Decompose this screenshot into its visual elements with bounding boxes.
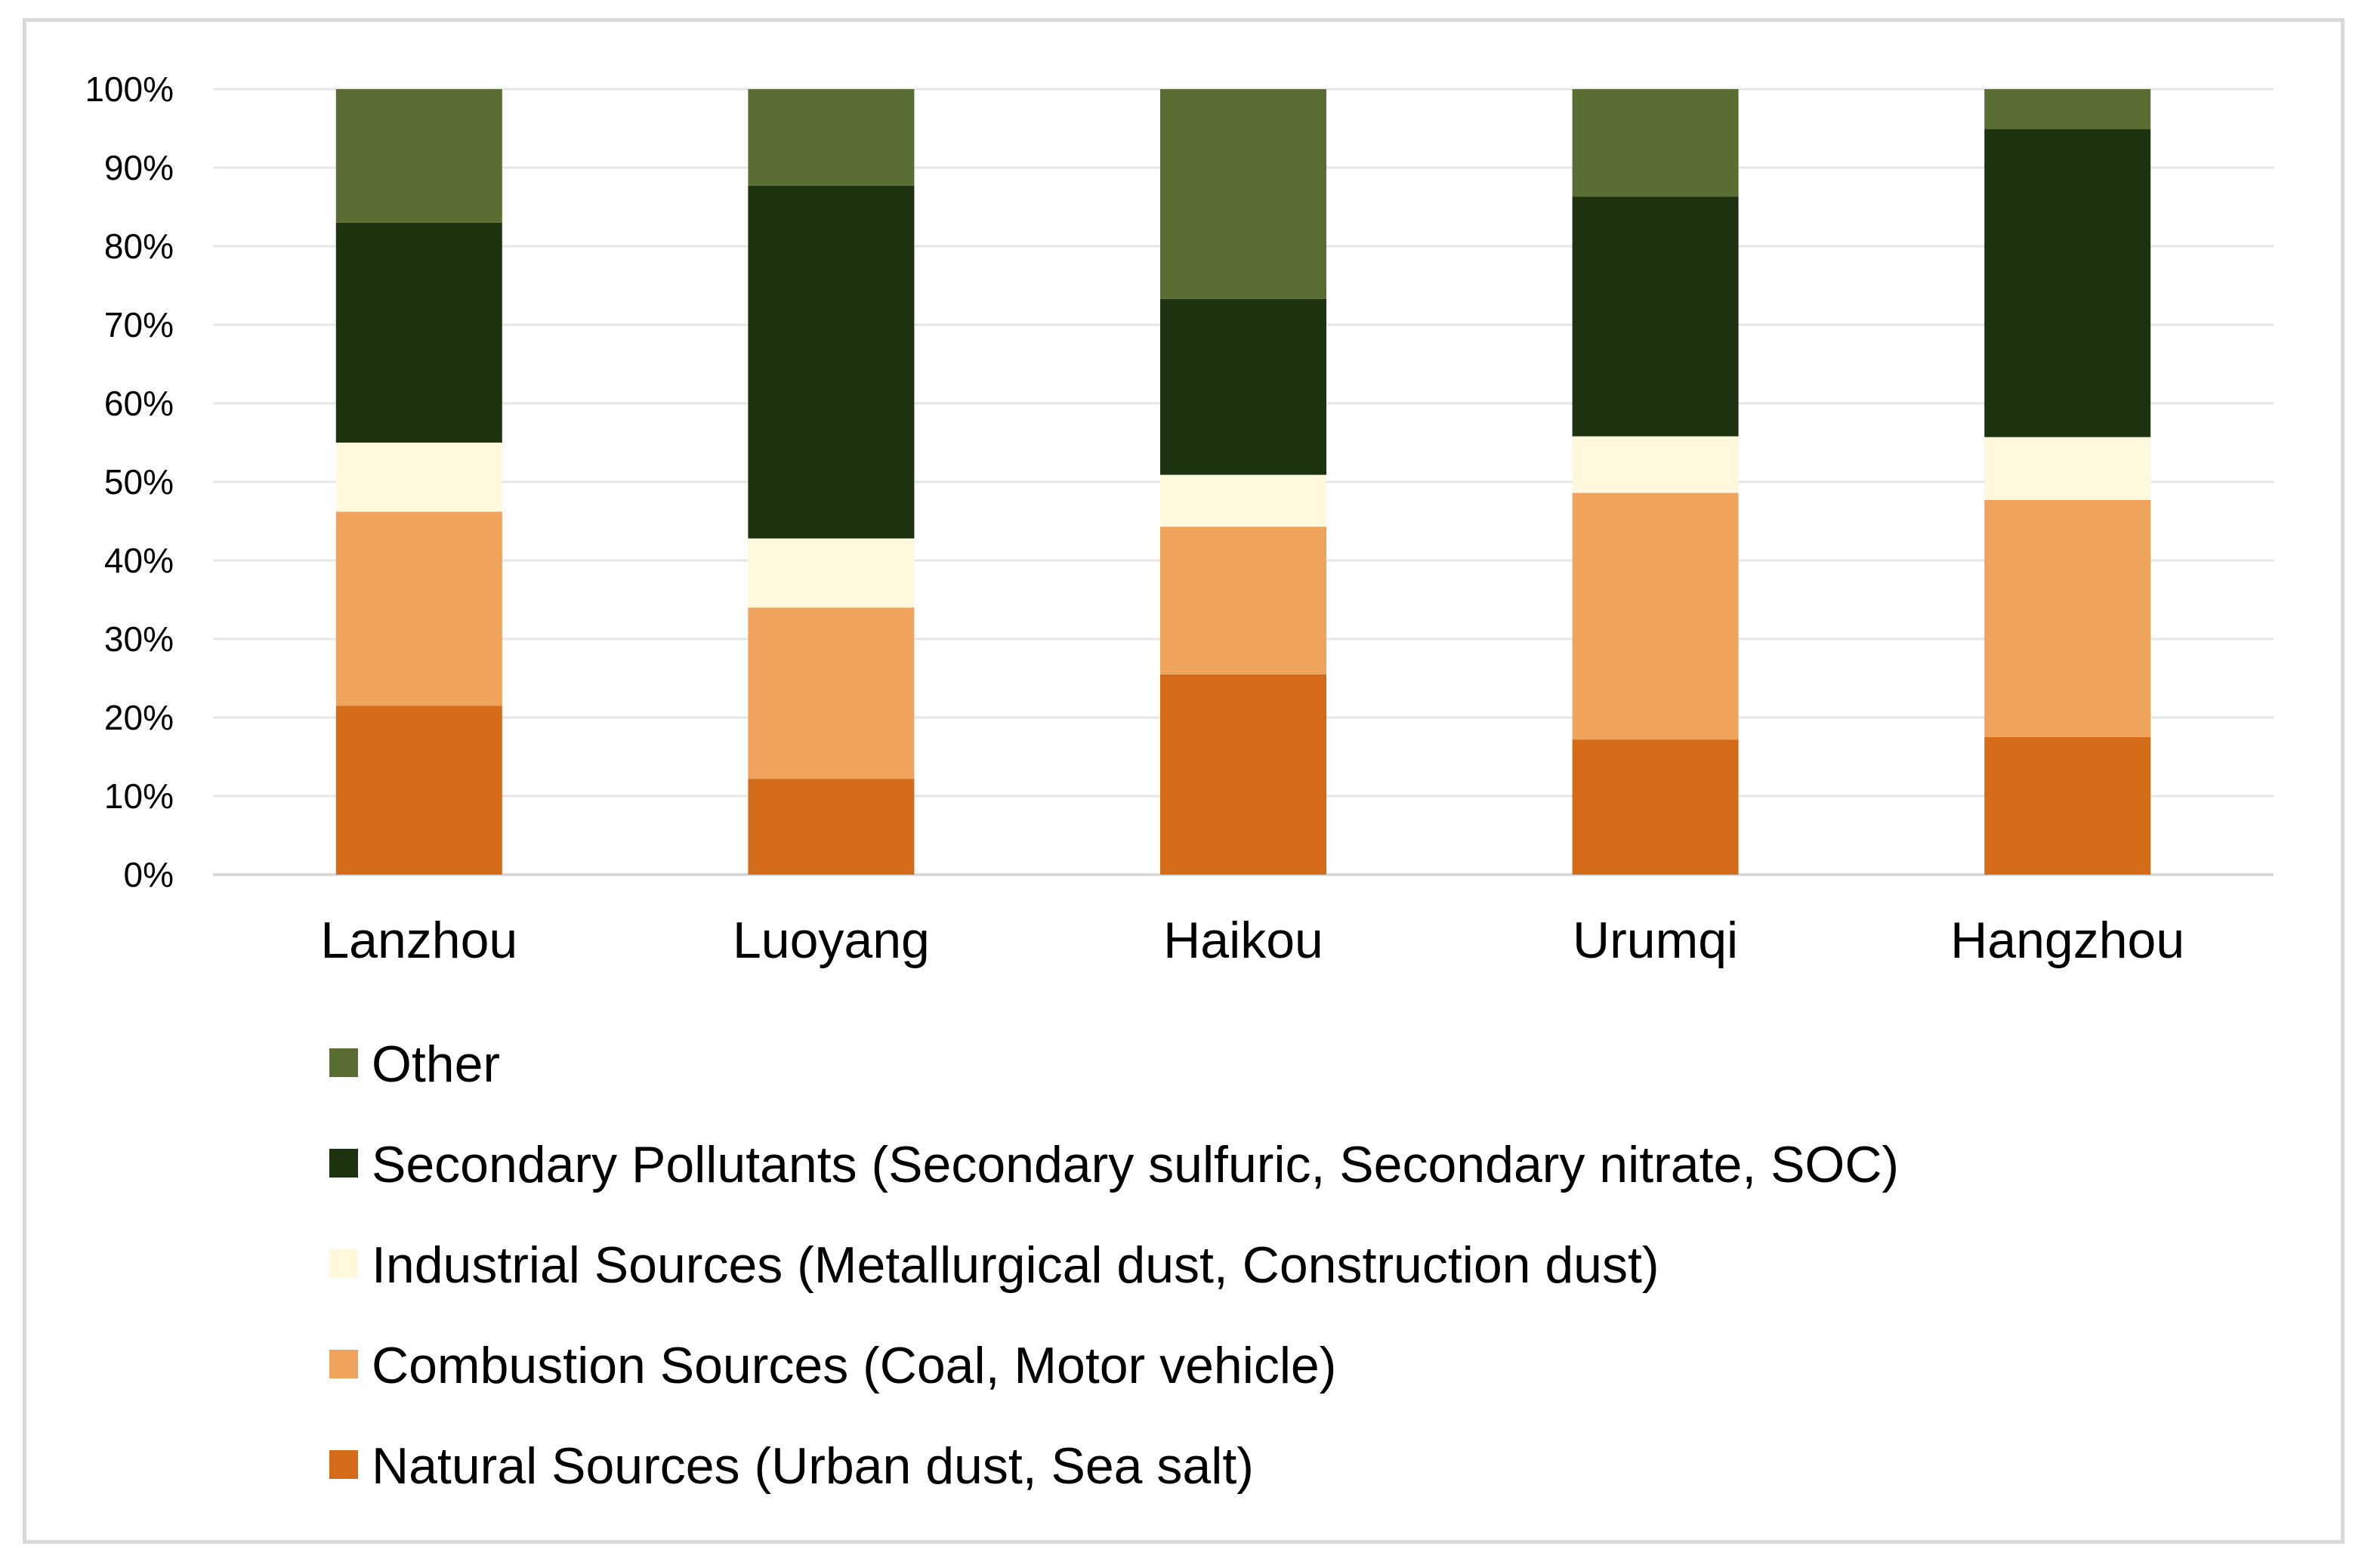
legend: Other Secondary Pollutants (Secondary sul…	[329, 1036, 1899, 1495]
legend-swatch	[329, 1249, 358, 1278]
bar-segment	[1572, 436, 1739, 493]
bar-segment	[1984, 89, 2151, 130]
bar-segment	[335, 705, 502, 875]
bar-segment	[748, 538, 915, 608]
y-tick-label: 10%	[104, 776, 174, 816]
x-tick-label: Haikou	[1163, 912, 1323, 969]
y-tick-label: 90%	[104, 148, 174, 187]
bar-segment	[1572, 89, 1739, 197]
legend-label: Combustion Sources (Coal, Motor vehicle)	[372, 1337, 1336, 1394]
bar-segment	[1984, 437, 2151, 500]
x-tick-label: Lanzhou	[320, 912, 517, 969]
bar-segment	[1160, 674, 1326, 875]
y-tick-label: 70%	[104, 305, 174, 344]
bar-segment	[1572, 739, 1739, 875]
legend-label: Other	[372, 1036, 500, 1093]
y-axis: 0% 10% 20% 30% 40% 50% 60% 70% 80% 90% 100%	[85, 69, 174, 894]
y-tick-label: 30%	[104, 619, 174, 659]
bar-segment	[335, 89, 502, 223]
bar-segment	[1984, 737, 2151, 875]
legend-swatch	[329, 1048, 358, 1077]
y-tick-label: 50%	[104, 462, 174, 502]
y-tick-label: 60%	[104, 384, 174, 423]
y-tick-label: 100%	[85, 69, 174, 109]
x-tick-label: Hangzhou	[1950, 912, 2184, 969]
legend-swatch	[329, 1350, 358, 1378]
legend-label: Industrial Sources (Metallurgical dust, …	[372, 1236, 1659, 1294]
bar-segment	[748, 607, 915, 779]
y-tick-label: 80%	[104, 227, 174, 266]
bar-segment	[748, 779, 915, 875]
legend-swatch	[329, 1450, 358, 1479]
bar-segment	[1984, 129, 2151, 437]
bar-segment	[335, 511, 502, 706]
y-tick-label: 20%	[104, 698, 174, 737]
bar-segment	[1160, 526, 1326, 674]
bar-segment	[1160, 474, 1326, 527]
bar-segment	[748, 185, 915, 539]
y-tick-label: 0%	[124, 855, 174, 894]
bar-segment	[1572, 492, 1739, 740]
bar-segment	[1160, 298, 1326, 475]
y-tick-label: 40%	[104, 541, 174, 580]
legend-swatch	[329, 1149, 358, 1178]
bars	[335, 89, 2151, 875]
bar-segment	[335, 443, 502, 512]
bar-segment	[1572, 196, 1739, 437]
bar-segment	[1160, 89, 1326, 299]
x-axis: Lanzhou Luoyang Haikou Urumqi Hangzhou	[320, 912, 2184, 969]
x-tick-label: Luoyang	[733, 912, 930, 969]
legend-label: Natural Sources (Urban dust, Sea salt)	[372, 1437, 1254, 1495]
bar-segment	[335, 222, 502, 443]
x-tick-label: Urumqi	[1573, 912, 1738, 969]
bar-segment	[748, 89, 915, 186]
bar-segment	[1984, 499, 2151, 737]
legend-label: Secondary Pollutants (Secondary sulfuric…	[372, 1136, 1899, 1193]
